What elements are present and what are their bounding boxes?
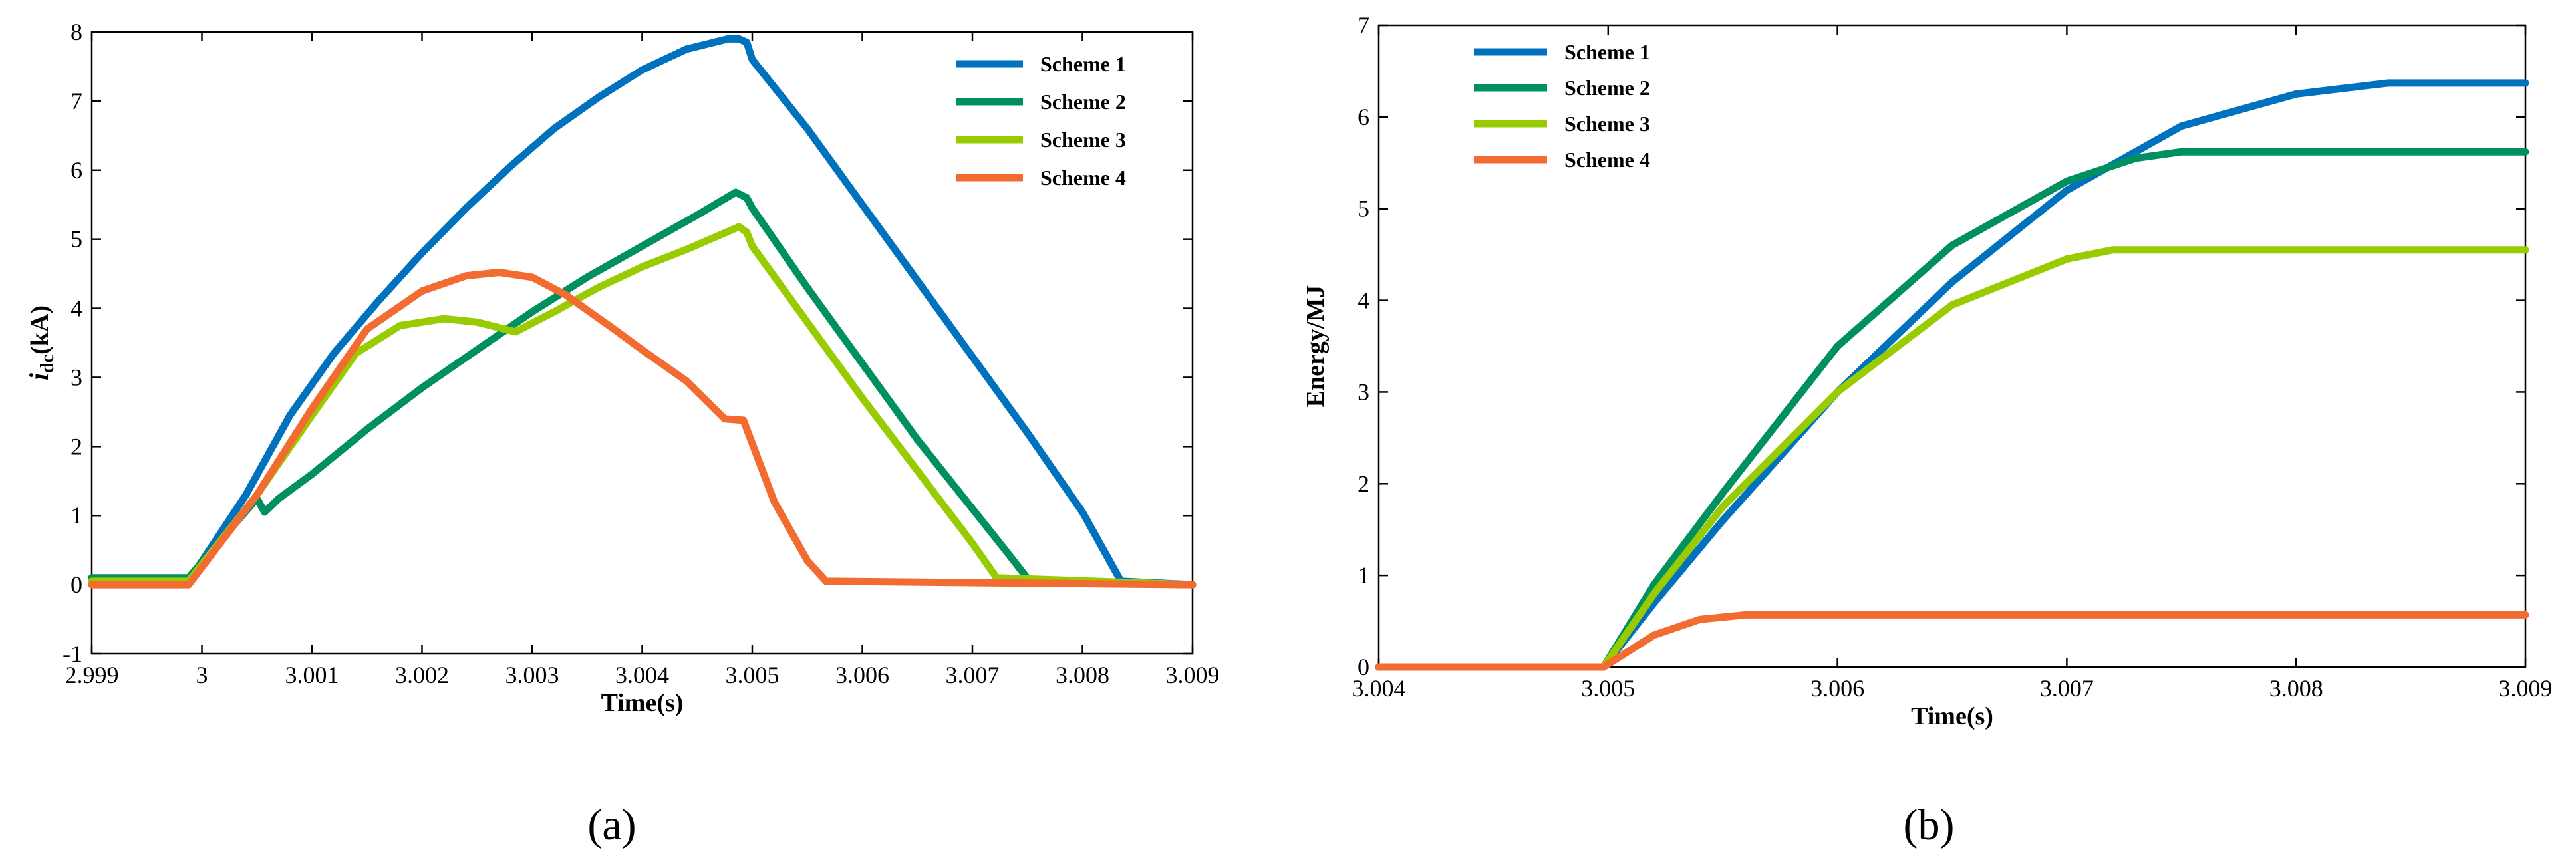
legend-label: Scheme 1: [1564, 40, 1650, 64]
legend: Scheme 1 Scheme 2 Scheme 3 Scheme 4: [1474, 40, 1650, 172]
y-tick-label: 6: [71, 157, 82, 184]
y-tick-label: 0: [1358, 654, 1369, 680]
y-tick-label: 2: [1358, 470, 1369, 497]
y-tick-label: 1: [1358, 562, 1369, 589]
panel-label-a: (a): [587, 801, 636, 849]
x-tick-label: 3.003: [505, 662, 559, 688]
y-tick-label: 1: [71, 502, 82, 529]
x-tick-label: 2.999: [65, 662, 119, 688]
y-tick-label: 0: [71, 571, 82, 598]
x-axis-title: Time(s): [1911, 702, 1993, 730]
series-line-scheme-3: [88, 223, 1197, 589]
legend-label: Scheme 2: [1040, 90, 1126, 114]
series-line-scheme-1: [88, 35, 1197, 589]
y-tick-label: 7: [71, 88, 82, 114]
x-tick-label: 3.005: [726, 662, 780, 688]
y-tick-label: 4: [71, 295, 82, 322]
x-tick-label: 3.008: [2269, 675, 2323, 702]
y-tick-label: 5: [1358, 196, 1369, 222]
y-axis-title: idc(kA): [24, 305, 58, 380]
legend-label: Scheme 3: [1564, 112, 1650, 136]
plot-frame: [90, 31, 1194, 655]
x-tick-label: 3.009: [2499, 675, 2553, 702]
y-tick-label: 7: [1358, 12, 1369, 39]
y-axis-title-symbol: i: [24, 373, 54, 380]
y-tick-label: 6: [1358, 104, 1369, 130]
x-tick-label: 3.002: [395, 662, 449, 688]
panel-b: 3.004 3.005 3.006 3.007 3.008 3.009 0 1 2 3 4 5 6 7 Sc…: [1302, 12, 2553, 730]
series-line-scheme-4: [88, 269, 1197, 589]
panel-label-b: (b): [1904, 801, 1955, 849]
y-tick-label: 5: [71, 226, 82, 253]
y-tick-label: -1: [63, 641, 82, 667]
y-tick-label: 3: [1358, 378, 1369, 405]
legend-label: Scheme 3: [1040, 128, 1126, 152]
y-tick-label: 4: [1358, 287, 1369, 314]
legend-label: Scheme 4: [1040, 166, 1126, 190]
series-line-scheme-1: [1375, 79, 2529, 671]
series-line-scheme-3: [1375, 246, 2529, 671]
x-tick-label: 3.004: [1352, 675, 1406, 702]
y-tick-label: 8: [71, 19, 82, 45]
y-axis-title-unit: (kA): [26, 305, 54, 355]
x-tick-label: 3.004: [615, 662, 669, 688]
x-tick-label: 3.005: [1581, 675, 1635, 702]
x-tick-label: 3: [196, 662, 208, 688]
x-tick-label: 3.007: [2040, 675, 2094, 702]
y-axis-title-subscript: dc: [37, 355, 58, 373]
series-line-scheme-2: [88, 188, 1197, 589]
x-tick-label: 3.006: [1810, 675, 1864, 702]
series-line-scheme-2: [1375, 148, 2529, 671]
plot-frame: [1377, 24, 2527, 668]
x-tick-label: 3.008: [1056, 662, 1109, 688]
y-axis-title: Energy/MJ: [1302, 285, 1330, 408]
x-axis-title: Time(s): [601, 689, 684, 717]
legend-label: Scheme 2: [1564, 76, 1650, 100]
panel-a: 2.999 3 3.001 3.002 3.003 3.004 3.005 3.006 3.00…: [24, 19, 1220, 717]
x-tick-label: 3.009: [1166, 662, 1220, 688]
x-tick-label: 3.006: [835, 662, 889, 688]
legend-label: Scheme 4: [1564, 148, 1650, 172]
legend-label: Scheme 1: [1040, 52, 1126, 76]
legend: Scheme 1 Scheme 2 Scheme 3 Scheme 4: [956, 52, 1126, 190]
y-tick-label: 2: [71, 433, 82, 460]
series-line-scheme-4: [1375, 611, 2529, 671]
x-tick-label: 3.001: [285, 662, 339, 688]
x-tick-label: 3.007: [946, 662, 1000, 688]
y-tick-label: 3: [71, 364, 82, 390]
